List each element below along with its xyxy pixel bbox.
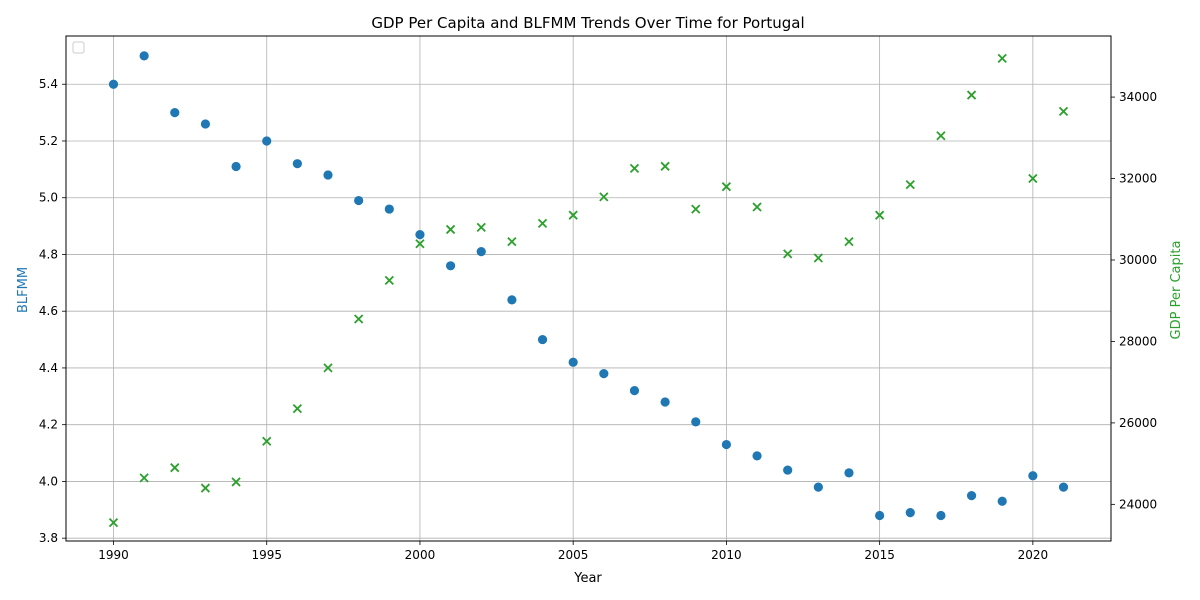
x-tick-label: 2010 <box>711 548 742 562</box>
blfmm-point <box>599 369 609 379</box>
blfmm-point <box>997 496 1007 506</box>
y-tick-label-left: 4.2 <box>39 418 58 432</box>
blfmm-point <box>844 468 854 478</box>
blfmm-point <box>1058 482 1069 492</box>
blfmm-point <box>445 261 456 271</box>
gdp-per-capita-series <box>108 53 1069 528</box>
blfmm-point <box>292 159 302 169</box>
blfmm-series <box>108 51 1069 521</box>
gdp-per-capita-point <box>231 477 241 487</box>
y-tick-label-right: 28000 <box>1119 334 1157 348</box>
y-tick-label-right: 26000 <box>1119 416 1157 430</box>
gdp-per-capita-point <box>292 404 303 414</box>
y-tick-label-left: 4.6 <box>39 304 58 318</box>
blfmm-point <box>752 451 762 461</box>
gdp-per-capita-point <box>721 182 732 192</box>
x-axis-label: Year <box>573 571 602 586</box>
blfmm-point <box>629 386 640 396</box>
blfmm-point <box>1028 471 1038 481</box>
gdp-per-capita-point <box>262 436 272 446</box>
gdp-per-capita-point <box>660 161 670 171</box>
blfmm-point <box>170 108 180 118</box>
gdp-per-capita-point <box>415 239 425 249</box>
blfmm-point <box>660 397 670 407</box>
gdp-per-capita-point <box>629 163 640 173</box>
gdp-per-capita-point <box>752 202 762 212</box>
x-tick-label: 2005 <box>558 548 589 562</box>
x-tick-label: 2000 <box>405 548 436 562</box>
grid <box>66 36 1111 541</box>
blfmm-point <box>721 439 732 450</box>
gdp-per-capita-point <box>354 314 364 324</box>
gdp-per-capita-point <box>905 180 915 190</box>
gdp-per-capita-point <box>568 210 578 220</box>
gdp-per-capita-point <box>813 253 823 263</box>
gdp-per-capita-point <box>507 237 517 247</box>
gdp-per-capita-point <box>966 90 977 100</box>
x-tick-label: 2015 <box>864 548 895 562</box>
blfmm-point <box>813 482 823 492</box>
y-tick-label-left: 4.0 <box>39 474 58 488</box>
y-tick-label-left: 5.2 <box>39 134 58 148</box>
blfmm-point <box>262 136 272 146</box>
gdp-per-capita-point <box>1058 106 1069 116</box>
gdp-per-capita-point <box>783 249 793 259</box>
blfmm-point <box>476 247 486 257</box>
blfmm-point <box>139 51 149 61</box>
y-tick-label-right: 24000 <box>1119 497 1157 511</box>
y-tick-label-left: 5.4 <box>39 77 58 91</box>
gdp-per-capita-point <box>537 218 548 228</box>
x-tick-label: 1995 <box>251 548 282 562</box>
y-tick-label-right: 34000 <box>1119 90 1157 104</box>
blfmm-point <box>108 79 119 89</box>
blfmm-point <box>691 417 701 427</box>
blfmm-point <box>415 229 425 240</box>
blfmm-point <box>354 195 364 206</box>
blfmm-point <box>905 508 915 518</box>
blfmm-point <box>200 119 211 129</box>
x-tick-label: 1990 <box>98 548 129 562</box>
y-tick-label-left: 5.0 <box>39 191 58 205</box>
blfmm-point <box>936 510 946 521</box>
y-tick-label-right: 30000 <box>1119 253 1157 267</box>
x-tick-label: 2020 <box>1018 548 1049 562</box>
blfmm-point <box>323 170 333 180</box>
y-axis-label-right: GDP Per Capita <box>1169 241 1184 340</box>
y-tick-label-left: 3.8 <box>39 531 58 545</box>
gdp-per-capita-point <box>445 224 456 235</box>
gdp-per-capita-point <box>476 222 486 233</box>
y-tick-label-left: 4.8 <box>39 247 58 261</box>
blfmm-point <box>966 491 977 501</box>
legend-box <box>72 41 85 54</box>
blfmm-point <box>875 510 885 521</box>
gdp-per-capita-point <box>874 210 885 220</box>
gdp-per-capita-point <box>323 363 333 373</box>
y-axis-label-left: BLFMM <box>16 267 31 313</box>
gdp-per-capita-point <box>108 518 119 528</box>
gdp-per-capita-point <box>997 53 1007 64</box>
blfmm-point <box>384 204 394 214</box>
gdp-per-capita-point <box>599 192 609 202</box>
axes: 1990 1995 2000 2005 2010 2015 2020 3.8 4.0 4.2 4.4… <box>39 35 1157 562</box>
gdp-per-capita-point <box>691 204 701 214</box>
gdp-per-capita-point <box>200 483 211 493</box>
y-tick-label-left: 4.4 <box>39 361 58 375</box>
blfmm-point <box>537 334 548 345</box>
blfmm-point <box>507 295 517 305</box>
blfmm-point <box>231 161 241 172</box>
chart-title: GDP Per Capita and BLFMM Trends Over Tim… <box>371 14 804 32</box>
gdp-per-capita-point <box>170 463 180 473</box>
gdp-per-capita-point <box>384 275 394 285</box>
gdp-per-capita-point <box>844 237 854 247</box>
blfmm-point <box>783 465 793 475</box>
y-tick-label-right: 32000 <box>1119 172 1157 186</box>
gdp-per-capita-point <box>936 131 946 141</box>
blfmm-point <box>568 357 578 367</box>
gdp-per-capita-point <box>1028 173 1038 184</box>
plot-frame <box>65 35 1112 542</box>
gdp-per-capita-point <box>139 473 149 483</box>
